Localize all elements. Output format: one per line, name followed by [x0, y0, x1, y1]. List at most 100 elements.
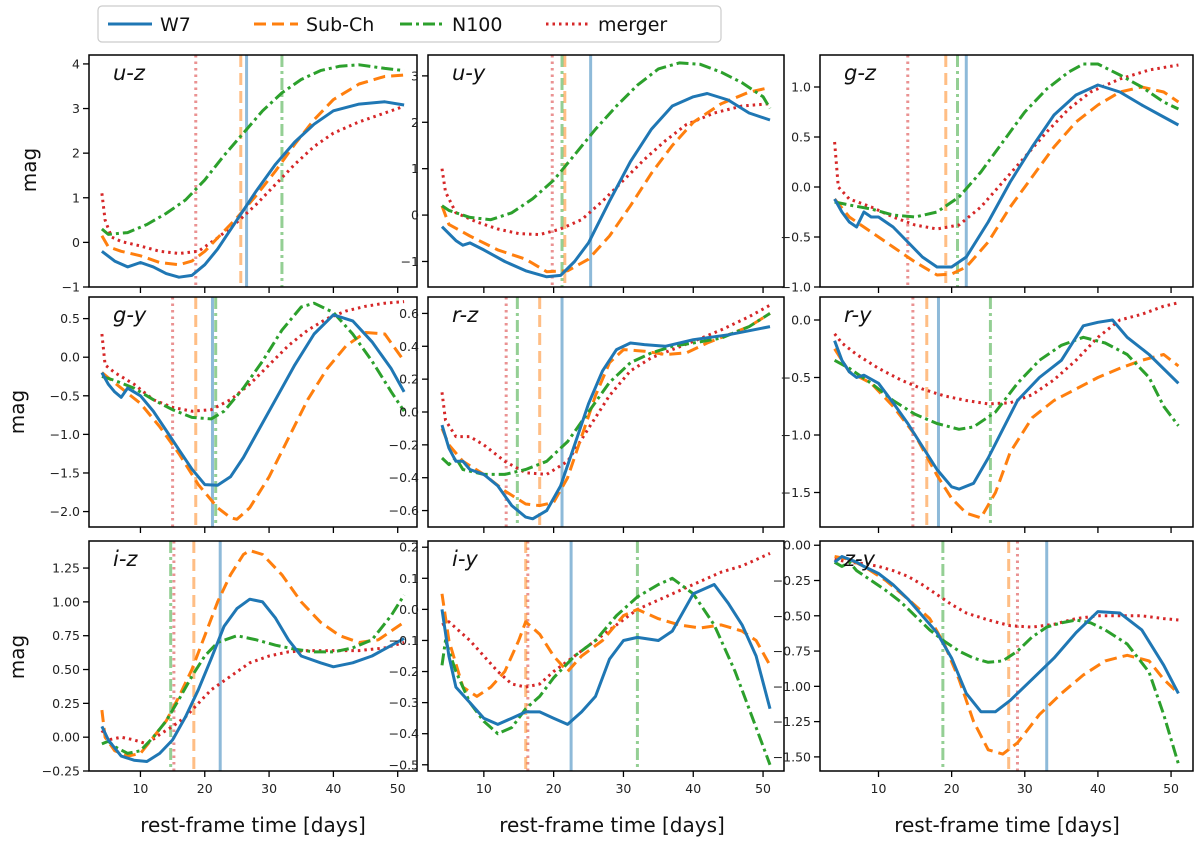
- series-line-W7: [833, 318, 1180, 491]
- panel-title: u-z: [113, 61, 146, 85]
- series-line-merger: [100, 641, 405, 746]
- y-tick-label: −1.50: [773, 749, 811, 764]
- x-tick-label: 10: [871, 781, 887, 796]
- y-tick-label: −0.4: [389, 470, 419, 485]
- y-tick-label: −1.0: [50, 427, 80, 442]
- panel-g-z: −1.0 −0.5 0.0 0.5 1.0 g-z: [781, 54, 1194, 295]
- series-line-W7: [440, 92, 771, 279]
- y-tick-label: 2: [72, 146, 80, 161]
- panel-title: g-y: [113, 303, 147, 327]
- plot-frame: [427, 296, 785, 528]
- y-tick-label: −1: [401, 254, 419, 269]
- y-tick-label: 0.25: [52, 696, 80, 711]
- series-line-N100: [100, 63, 405, 236]
- panel-title: z-y: [843, 547, 876, 571]
- legend: W7 Sub-Ch N100 merger: [97, 5, 722, 43]
- y-tick-label: −0.5: [389, 757, 419, 772]
- x-axis-label-col-3: rest-frame time [days]: [894, 813, 1120, 837]
- panel-title: r-y: [844, 303, 872, 327]
- series-line-W7: [440, 583, 772, 726]
- series-line-W7: [100, 313, 406, 487]
- y-tick-label: −0.50: [773, 608, 811, 623]
- y-axis-label-row-1: mag: [17, 148, 41, 192]
- series-line-N100: [441, 61, 772, 222]
- y-tick-label: −1.0: [781, 280, 811, 295]
- panel-title: r-z: [452, 303, 479, 327]
- panel-u-z: −1 0 1 2 3 4 u-z: [62, 54, 418, 295]
- series-line-SubCh: [833, 85, 1180, 277]
- x-tick-label: 20: [546, 781, 562, 796]
- y-tick-label: 1.0: [791, 80, 811, 95]
- x-tick-label: 50: [1163, 781, 1179, 796]
- y-tick-label: −2.0: [50, 504, 80, 519]
- y-tick-label: 0.0: [791, 313, 811, 328]
- y-tick-label: 0.6: [399, 306, 419, 321]
- x-tick-label: 10: [132, 781, 148, 796]
- plot-frame: [88, 296, 418, 528]
- y-tick-label: −1.25: [773, 714, 811, 729]
- panel-i-y: −0.5 −0.4 −0.3 −0.2 −0.1 0.0 0.1 0.2 10 20 30 40 50 i…: [389, 540, 785, 796]
- series-line-N100: [440, 312, 771, 476]
- legend-label-W7: W7: [160, 14, 191, 36]
- series-line-N100: [833, 560, 1180, 765]
- x-tick-label: 10: [476, 781, 492, 796]
- series-line-N100: [101, 594, 406, 755]
- x-tick-label: 50: [390, 781, 406, 796]
- series-line-merger: [441, 552, 771, 689]
- panel-title: g-z: [844, 61, 877, 85]
- y-tick-label: −0.5: [781, 230, 811, 245]
- y-tick-label: 0.4: [399, 339, 419, 354]
- series-line-merger: [440, 102, 771, 237]
- y-tick-label: −0.2: [389, 664, 419, 679]
- series-line-W7: [833, 555, 1180, 714]
- y-tick-label: 0.0: [60, 350, 80, 365]
- plot-frame: [819, 540, 1194, 772]
- y-tick-label: 0.00: [783, 538, 811, 553]
- series-line-N100: [834, 62, 1180, 219]
- y-tick-label: −1.0: [781, 428, 811, 443]
- panel-i-z: −0.25 0.00 0.25 0.50 0.75 1.00 1.25 10 20 30 40 50 i…: [42, 540, 418, 796]
- series-line-W7: [100, 597, 405, 763]
- y-tick-label: 0.2: [399, 372, 419, 387]
- series-line-N100: [101, 301, 406, 421]
- y-tick-label: −1.5: [50, 465, 80, 480]
- series-line-SubCh: [833, 347, 1180, 520]
- y-tick-label: 1: [72, 190, 80, 205]
- y-tick-label: −0.25: [773, 573, 811, 588]
- y-tick-label: 1.00: [52, 594, 80, 609]
- y-tick-label: −0.25: [42, 764, 80, 779]
- series-line-SubCh: [440, 312, 771, 508]
- series-line-SubCh: [100, 549, 405, 758]
- y-tick-label: −0.2: [389, 437, 419, 452]
- legend-label-SubCh: Sub-Ch: [306, 14, 374, 36]
- y-tick-label: −0.5: [781, 370, 811, 385]
- x-tick-label: 30: [1017, 781, 1033, 796]
- x-tick-label: 30: [615, 781, 631, 796]
- x-tick-label: 20: [197, 781, 213, 796]
- series-line-merger: [833, 301, 1179, 406]
- panel-z-y: −1.50 −1.25 −1.00 −0.75 −0.50 −0.25 0.00 10 20 30…: [773, 538, 1194, 796]
- panel-u-y: −1 0 1 2 3 u-y: [401, 54, 785, 293]
- plot-frame: [819, 54, 1194, 288]
- x-tick-label: 40: [1090, 781, 1106, 796]
- y-axis-label-row-3: mag: [5, 635, 29, 679]
- y-tick-label: 0.5: [60, 311, 80, 326]
- panel-title: i-y: [452, 547, 478, 571]
- series-line-W7: [833, 83, 1180, 269]
- series-line-SubCh: [440, 593, 772, 698]
- y-tick-label: −0.3: [389, 695, 419, 710]
- legend-label-N100: N100: [452, 14, 502, 36]
- series-line-N100: [833, 335, 1180, 431]
- plot-frame: [427, 54, 785, 288]
- series-line-SubCh: [834, 555, 1180, 756]
- y-tick-label: 4: [72, 56, 80, 71]
- y-tick-label: 1.25: [52, 561, 80, 576]
- y-tick-label: 3: [72, 101, 80, 116]
- series-line-W7: [100, 100, 405, 279]
- series-line-SubCh: [440, 86, 771, 274]
- y-tick-label: −1: [62, 280, 80, 295]
- y-tick-label: 0.1: [399, 571, 419, 586]
- y-tick-label: 0.0: [399, 405, 419, 420]
- panel-title: u-y: [452, 61, 486, 85]
